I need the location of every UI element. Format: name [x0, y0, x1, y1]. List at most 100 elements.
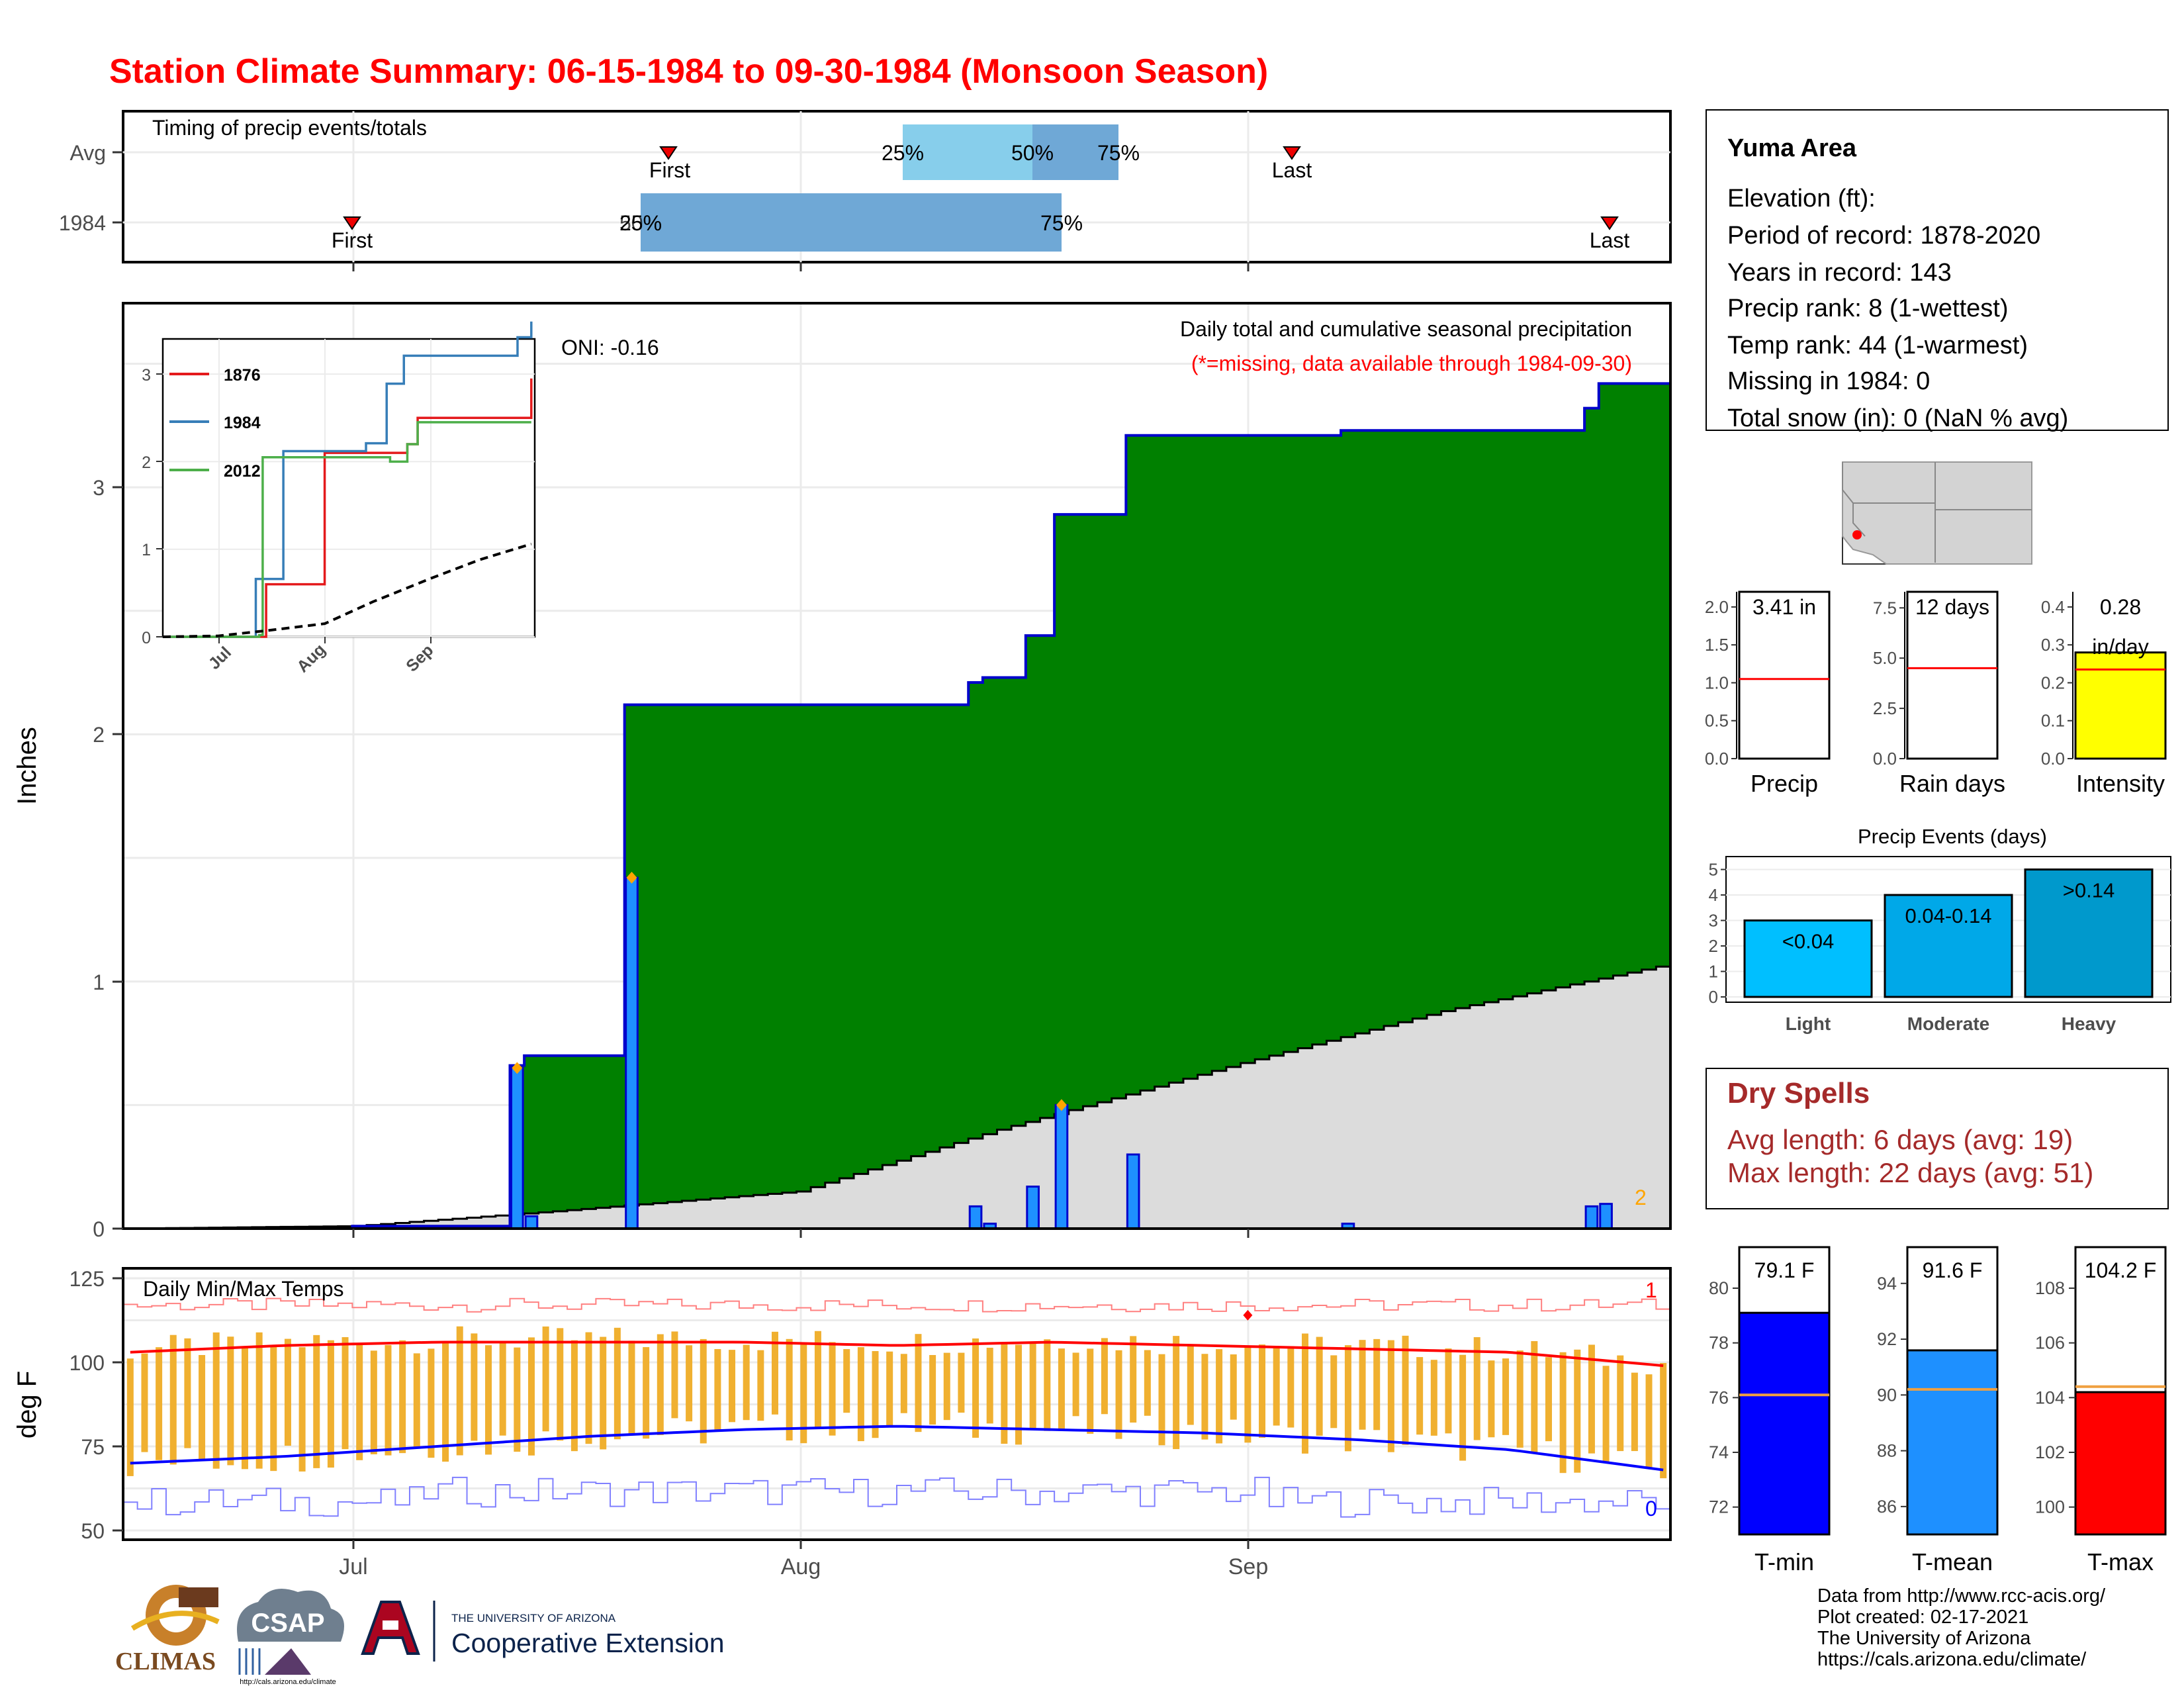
- observed-cumulative-area: [123, 383, 1670, 1229]
- daily-temp-bar-7: [227, 1336, 234, 1466]
- oni-label: ONI: -0.16: [561, 336, 659, 359]
- temp-summary-value-2: 104.2 F: [2085, 1258, 2157, 1282]
- daily-temp-bar-77: [1230, 1354, 1237, 1420]
- university-logo: THE UNIVERSITY OF ARIZONA Cooperative Ex…: [361, 1601, 725, 1662]
- temp-summary-tick-label-1-0: 86: [1877, 1497, 1897, 1517]
- climas-logo: CLIMAS: [115, 1585, 220, 1675]
- daily-temp-bar-47: [800, 1343, 807, 1444]
- daily-precip-bar-7: [1126, 1153, 1140, 1230]
- daily-temp-bar-76: [1216, 1349, 1223, 1444]
- station-line-3: Precip rank: 8 (1-wettest): [1727, 295, 2008, 322]
- y1984-last-label: Last: [1590, 228, 1630, 252]
- daily-temp-bar-73: [1173, 1336, 1180, 1450]
- daily-temp-bar-26: [499, 1341, 506, 1436]
- mini-tick-label-2-3: 0.3: [2041, 635, 2065, 655]
- dry-spells-avg: Avg length: 6 days (avg: 19): [1727, 1124, 2073, 1155]
- inset-ytick-1: 1: [142, 541, 151, 559]
- avg-first-marker: [659, 146, 678, 160]
- daily-temp-bar-100: [1559, 1352, 1567, 1474]
- mini-value-label-0: 3.41 in: [1752, 595, 1816, 619]
- temp-summary-label-1: T-mean: [1912, 1548, 1993, 1575]
- daily-temp-bar-19: [399, 1340, 406, 1454]
- daily-temp-bar-33: [600, 1336, 607, 1450]
- daily-precip-marker-2: [626, 871, 637, 884]
- temp-ytick-125: 125: [69, 1267, 105, 1291]
- mini-tick-label-2-1: 0.1: [2041, 711, 2065, 731]
- daily-temp-bar-3: [169, 1335, 177, 1465]
- daily-temp-bar-37: [657, 1334, 664, 1435]
- daily-temp-bar-10: [270, 1344, 277, 1472]
- temp-summary-tick-label-0-0: 72: [1709, 1497, 1729, 1517]
- xtick-sep: Sep: [1228, 1554, 1269, 1579]
- daily-temp-bar-41: [714, 1348, 721, 1430]
- precip-chart-subtitle: (*=missing, data available through 1984-…: [1191, 352, 1632, 375]
- y1984-first-marker: [343, 216, 361, 230]
- temp-summary-tick-label-0-4: 80: [1709, 1278, 1729, 1298]
- daily-temp-bar-83: [1316, 1336, 1323, 1436]
- daily-temp-bar-84: [1330, 1355, 1338, 1429]
- precip-panel: Inches 0 1 2 3 Daily total and cumulativ…: [13, 302, 1672, 1241]
- daily-temp-bar-2: [156, 1347, 163, 1460]
- temp-panel: deg F Daily Min/Max Temps 1 0 50 75 100 …: [13, 1267, 1672, 1579]
- temp-summary-tick-label-2-4: 108: [2035, 1278, 2065, 1298]
- mini-tick-label-2-0: 0.0: [2041, 749, 2065, 769]
- temp-bottom-count: 0: [1645, 1497, 1657, 1521]
- daily-temp-bar-17: [370, 1350, 377, 1454]
- daily-temp-bar-16: [356, 1343, 363, 1460]
- y1984-p25-label: 25%: [619, 211, 662, 235]
- avg-p25-label: 25%: [882, 141, 924, 165]
- daily-temp-bar-97: [1516, 1350, 1524, 1448]
- daily-precip-bar-6: [1054, 1103, 1069, 1230]
- daily-precip-bar-10: [1599, 1203, 1613, 1230]
- credits: Data from http://www.rcc-acis.org/ Plot …: [1817, 1585, 2106, 1670]
- events-title: Precip Events (days): [1858, 825, 2047, 848]
- csap-logo-text: CSAP: [251, 1609, 324, 1638]
- avg-p50-label: 50%: [1011, 141, 1054, 165]
- daily-temp-bar-90: [1416, 1357, 1424, 1435]
- daily-temp-bar-1: [141, 1353, 148, 1452]
- mini-category-label-2: Intensity: [2076, 770, 2165, 797]
- temp-summary-tick-label-0-3: 78: [1709, 1333, 1729, 1353]
- daily-temp-bar-62: [1015, 1344, 1023, 1445]
- inset-legend-2012: 2012: [224, 462, 261, 481]
- mini-tick-label-2-4: 0.4: [2041, 597, 2065, 617]
- precip-events-chart: Precip Events (days) 0 1 2 3 4 5 <0.04 Light 0.0…: [1709, 825, 2171, 1034]
- inset-line-1984: [163, 321, 533, 638]
- temp-summary-t-max: 100 102 104 106 108 104.2 F T-max: [2035, 1246, 2167, 1575]
- daily-temp-bar-101: [1574, 1349, 1581, 1473]
- temp-title: Daily Min/Max Temps: [143, 1277, 343, 1301]
- normal-cumulative-area: [123, 966, 1670, 1229]
- daily-temp-bar-88: [1387, 1340, 1394, 1452]
- daily-temp-bar-56: [929, 1354, 936, 1425]
- normal-min-line: [130, 1425, 1664, 1472]
- daily-temp-bar-87: [1373, 1338, 1381, 1430]
- events-bar-moderate: [1884, 894, 2013, 998]
- temp-summary-tick-label-1-3: 92: [1877, 1329, 1897, 1349]
- precip-ytick-1: 1: [93, 970, 105, 994]
- xtick-aug: Aug: [781, 1554, 821, 1579]
- daily-precip-marker-0: [512, 1062, 523, 1074]
- daily-temp-bar-14: [327, 1340, 334, 1468]
- ua-small-text: THE UNIVERSITY OF ARIZONA: [451, 1612, 616, 1624]
- mini-tick-label-0-2: 1.0: [1705, 673, 1729, 692]
- record-max-line: [123, 1297, 1670, 1313]
- y1984-first-label: First: [332, 228, 373, 252]
- timing-panel: Timing of precip events/totals Avg 1984 …: [59, 110, 1672, 271]
- figure-title: Station Climate Summary: 06-15-1984 to 0…: [109, 52, 1268, 91]
- events-category-label-0: Light: [1786, 1013, 1831, 1034]
- temp-summary-label-0: T-min: [1754, 1548, 1814, 1575]
- mini-tick-label-0-1: 0.5: [1705, 711, 1729, 731]
- mini-value-label2-2: in/day: [2092, 635, 2148, 659]
- daily-precip-marker-6: [1056, 1099, 1067, 1111]
- daily-temp-bar-75: [1201, 1354, 1208, 1440]
- daily-temp-bar-99: [1545, 1357, 1552, 1442]
- daily-temp-bar-93: [1459, 1354, 1467, 1461]
- daily-precip-bar-9: [1584, 1205, 1599, 1230]
- inset-legend-1984: 1984: [224, 414, 261, 432]
- daily-temp-bar-81: [1287, 1346, 1295, 1428]
- daily-temp-bar-79: [1259, 1344, 1266, 1438]
- dry-spells-title: Dry Spells: [1727, 1077, 1870, 1109]
- inset-ytick-0: 0: [142, 629, 151, 647]
- temp-ytick-100: 100: [69, 1351, 105, 1375]
- record-high-marker: [1243, 1309, 1253, 1321]
